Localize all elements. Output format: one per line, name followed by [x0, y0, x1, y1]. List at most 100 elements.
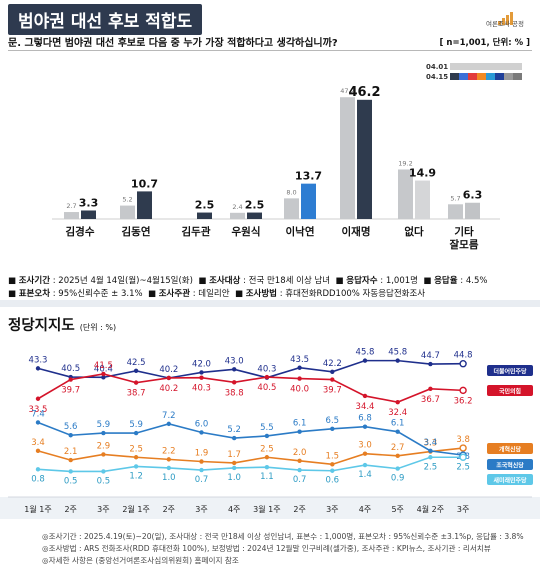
data-label: 39.7 [323, 386, 342, 396]
data-label: 3.8 [456, 435, 470, 445]
data-point [297, 458, 302, 463]
data-point [264, 374, 270, 380]
data-point [297, 467, 302, 473]
bar-old-label: 5.2 [122, 196, 132, 204]
bar-new-label: 10.7 [131, 177, 158, 190]
data-label: 40.0 [290, 385, 309, 395]
data-point [199, 430, 204, 435]
bar-old [398, 169, 413, 219]
data-point [133, 368, 139, 374]
bar-category-label: 이낙연 [286, 225, 315, 238]
bar-old-label: 2.4 [232, 203, 242, 211]
x-tick-label: 3월 1주 [253, 504, 280, 514]
legend-date-new: 04.15 [426, 73, 449, 81]
bar-old-label: 5.7 [450, 194, 460, 202]
info-sponsor: ■ 조사주관 : 데일리안 [148, 289, 230, 299]
series-tag-label: 국민의힘 [499, 388, 521, 396]
data-label: 40.2 [159, 365, 178, 375]
data-label: 32.4 [388, 408, 407, 418]
data-label: 1.9 [195, 449, 209, 459]
info-respondents: ■ 응답자수 : 1,001명 [335, 276, 418, 286]
bar-category-label: 없다 [404, 225, 424, 238]
sample-note: [ n=1,001, 단위: % ] [439, 38, 530, 48]
bar-new [465, 202, 480, 219]
series-line-2 [37, 447, 464, 466]
data-label: 0.5 [64, 476, 78, 486]
data-label: 40.4 [94, 364, 113, 374]
series-tag [487, 385, 533, 396]
data-label: 5.5 [260, 423, 274, 433]
bar-category-label: 김두관 [182, 225, 211, 238]
survey-info-line1: ■ 조사기간 : 2025년 4월 14일(월)~4월15일(화) ■ 조사대상… [8, 274, 487, 286]
data-point [330, 426, 335, 432]
x-tick-label: 2주 [163, 505, 175, 514]
bar-new-label: 14.9 [409, 167, 436, 180]
data-label: 42.2 [323, 359, 342, 369]
data-label: 42.5 [127, 358, 146, 368]
data-point [362, 462, 368, 468]
data-label: 3.3 [424, 439, 438, 449]
data-label: 6.0 [195, 419, 209, 429]
data-point [101, 452, 106, 457]
data-label: 40.3 [192, 384, 211, 394]
bar-new [247, 212, 262, 219]
series-tag [487, 459, 533, 470]
data-point [297, 429, 302, 434]
series-tag [487, 365, 533, 376]
data-point [362, 451, 368, 456]
data-point [68, 377, 73, 382]
bar-category-label: 우원식 [232, 225, 261, 238]
bar-new-label: 6.3 [463, 189, 483, 202]
data-point [166, 457, 171, 462]
data-point [232, 435, 237, 441]
data-label: 44.7 [421, 351, 440, 361]
data-point [199, 375, 204, 380]
data-point [101, 375, 106, 380]
info-target: ■ 조사대상 : 전국 만18세 이상 남녀 [198, 276, 331, 286]
series-line-3 [37, 421, 464, 456]
bar-new-label: 13.7 [295, 170, 322, 183]
data-label: 0.7 [293, 475, 307, 485]
data-label: 1.0 [227, 473, 241, 483]
data-label: 1.1 [260, 472, 274, 482]
data-point [459, 360, 467, 368]
data-label: 0.7 [195, 475, 209, 485]
legend-swatches-new [450, 73, 522, 80]
data-label: 43.3 [29, 355, 48, 365]
data-point [232, 465, 237, 471]
data-point [68, 457, 73, 463]
data-point [199, 370, 204, 375]
data-label: 7.4 [31, 409, 45, 419]
bar-old-label: 47.2 [340, 87, 354, 95]
data-label: 39.7 [61, 386, 80, 396]
data-label: 2.5 [456, 462, 470, 472]
party-support-unit: (단위 : %) [79, 323, 117, 332]
bar-category-label: 김경수 [66, 225, 95, 238]
data-point [35, 396, 41, 401]
data-point [362, 393, 368, 399]
bar-old [230, 212, 245, 219]
info-method: ■ 조사방법 : 휴대전화RDD100% 자동응답전화조사 [234, 289, 426, 299]
data-point [35, 448, 41, 454]
data-point [166, 421, 171, 427]
data-label: 6.1 [391, 419, 405, 429]
note-line-3: ◎자세한 사항은 (중앙선거여론조사심의위원회) 홈페이지 참조 [42, 556, 239, 565]
data-label: 36.7 [421, 395, 440, 405]
series-line-1 [37, 373, 464, 403]
data-point [68, 433, 73, 438]
page-title: 범야권 대선 후보 적합도 [8, 4, 203, 35]
data-label: 40.2 [159, 384, 178, 394]
x-tick-label: 4주 [228, 505, 240, 514]
data-point [264, 455, 270, 460]
data-point [362, 358, 368, 363]
data-point [459, 453, 467, 461]
x-tick-label: 4월 2주 [417, 504, 444, 514]
data-label: 1.7 [227, 450, 241, 460]
x-tick-label: 3주 [97, 505, 109, 514]
series-line-0 [37, 359, 464, 379]
logo-text: 여론조사 공정 [486, 20, 524, 28]
series-tag-label: 조국혁신당 [496, 462, 524, 470]
survey-info-line2: ■ 표본오차 : 95%신뢰수준 ± 3.1% ■ 조사주관 : 데일리안 ■ … [8, 287, 425, 299]
data-label: 45.8 [356, 348, 375, 358]
